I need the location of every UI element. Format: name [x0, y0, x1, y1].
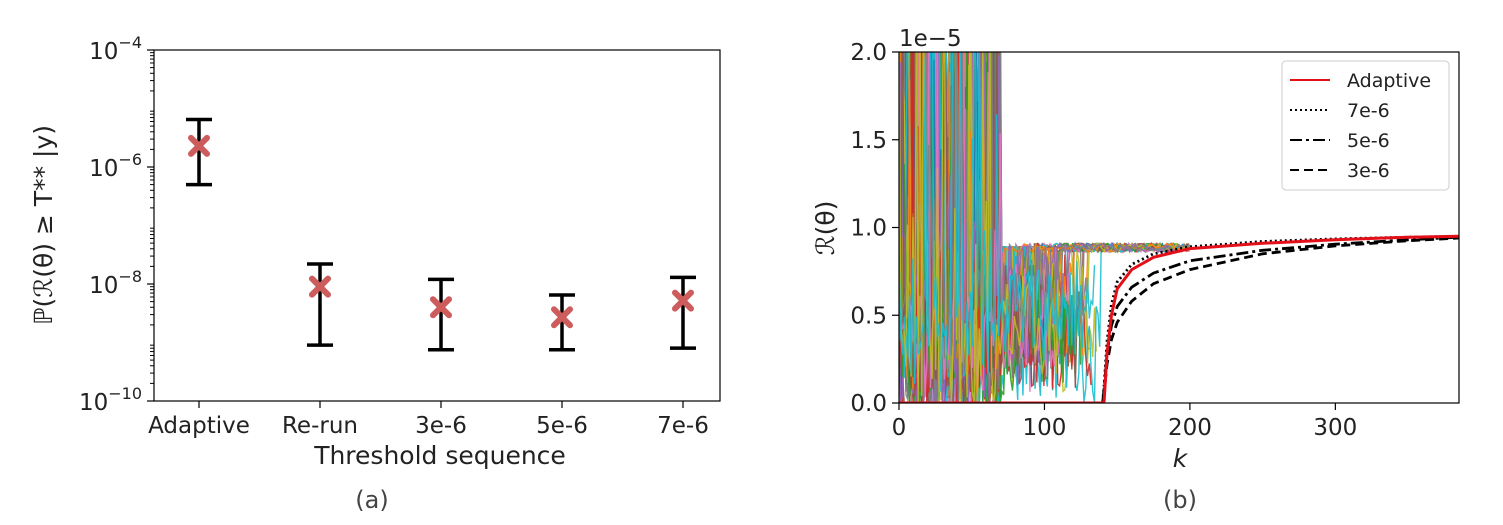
panel-a-point-0 [188, 134, 210, 157]
panel-b-y-tick-label: 2.0 [850, 40, 887, 66]
panel-b-offset-text: 1e−5 [899, 26, 962, 52]
panel-b-legend-box [1281, 60, 1450, 191]
panel-a-y-tick-label: 10−6 [89, 150, 142, 182]
panel-b-legend-label-0: Adaptive [1347, 70, 1431, 92]
panel-b-y-tick-label: 0.0 [850, 391, 887, 417]
panel-a-x-tick-label: Re-run [282, 413, 358, 439]
panel-a-marks [186, 117, 696, 352]
panel-b-legend-label-3: 3e-6 [1347, 160, 1390, 182]
panel-a-errorbar-0 [186, 117, 212, 187]
panel-a-x-ticks: Adaptive Re-run 3e-6 5e-6 7e-6 [148, 401, 709, 439]
panel-a-point-4 [672, 289, 694, 312]
panel-a-plot-frame [153, 49, 721, 402]
panel-b-y-tick-label: 1.5 [850, 128, 887, 154]
panel-a-y-ticks: 10−4 10−6 10−8 10−10 [79, 33, 154, 416]
panel-a-y-tick-label: 10−10 [79, 384, 142, 416]
panel-b-x-axis-label: k [1173, 444, 1189, 473]
panel-a-errorbar-2 [428, 277, 454, 352]
panel-a-y-tick-label: 10−8 [89, 267, 142, 299]
panel-b-legend-label-2: 5e-6 [1347, 130, 1390, 152]
panel-b-y-tick-label: 0.5 [850, 303, 887, 329]
panel-b-series-Adaptive [899, 234, 1459, 403]
panel-b-sample-traces [899, 52, 1191, 403]
panel-b-legend-label-1: 7e-6 [1347, 100, 1390, 122]
panel-a-y-axis-label: ℙ(ℛ(θ) ≥ T** |y) [29, 125, 58, 325]
panel-a-errorbar-4 [670, 275, 696, 350]
panel-a-x-tick-label: 3e-6 [415, 413, 467, 439]
panel-a-y-tick-label: 10−4 [89, 33, 142, 65]
panel-b-x-tick-label: 300 [1313, 415, 1357, 441]
panel-a-x-tick-label: Adaptive [148, 413, 250, 439]
panel-b-sample-trace [899, 52, 1096, 392]
panel-b-y-axis-label: ℛ(θ) [811, 201, 840, 256]
panel-b-series [899, 234, 1459, 403]
panel-a-errorbar-1 [307, 262, 333, 347]
panel-a-point-1 [309, 275, 331, 298]
panel-b-chart: 0.0 0.5 1.0 1.5 2.0 0 100 200 300 1e−5 k ℛ(θ) A… [811, 26, 1460, 514]
panel-a-x-tick-label: 7e-6 [657, 413, 709, 439]
panel-b-x-tick-label: 100 [1023, 415, 1067, 441]
panel-a-chart: 10−4 10−6 10−8 10−10 Adaptive Re-run 3e-6 5e-6… [29, 33, 721, 514]
caption-b: (b) [1163, 486, 1197, 514]
panel-a-x-tick-label: 5e-6 [536, 413, 588, 439]
panel-b-y-tick-label: 1.0 [850, 216, 887, 242]
panel-b-x-tick-label: 200 [1168, 415, 1212, 441]
panel-a-x-axis-label: Threshold sequence [313, 441, 566, 470]
panel-b-legend: Adaptive 7e-6 5e-6 3e-6 [1281, 60, 1450, 191]
panel-b-x-tick-label: 0 [892, 415, 907, 441]
panel-b-x-ticks: 0 100 200 300 [892, 403, 1357, 441]
panel-a-errorbar-3 [549, 293, 575, 352]
panel-b-y-ticks: 0.0 0.5 1.0 1.5 2.0 [850, 40, 899, 417]
panel-a-point-3 [551, 306, 573, 329]
caption-a: (a) [355, 486, 388, 514]
panel-a-point-2 [430, 296, 452, 319]
